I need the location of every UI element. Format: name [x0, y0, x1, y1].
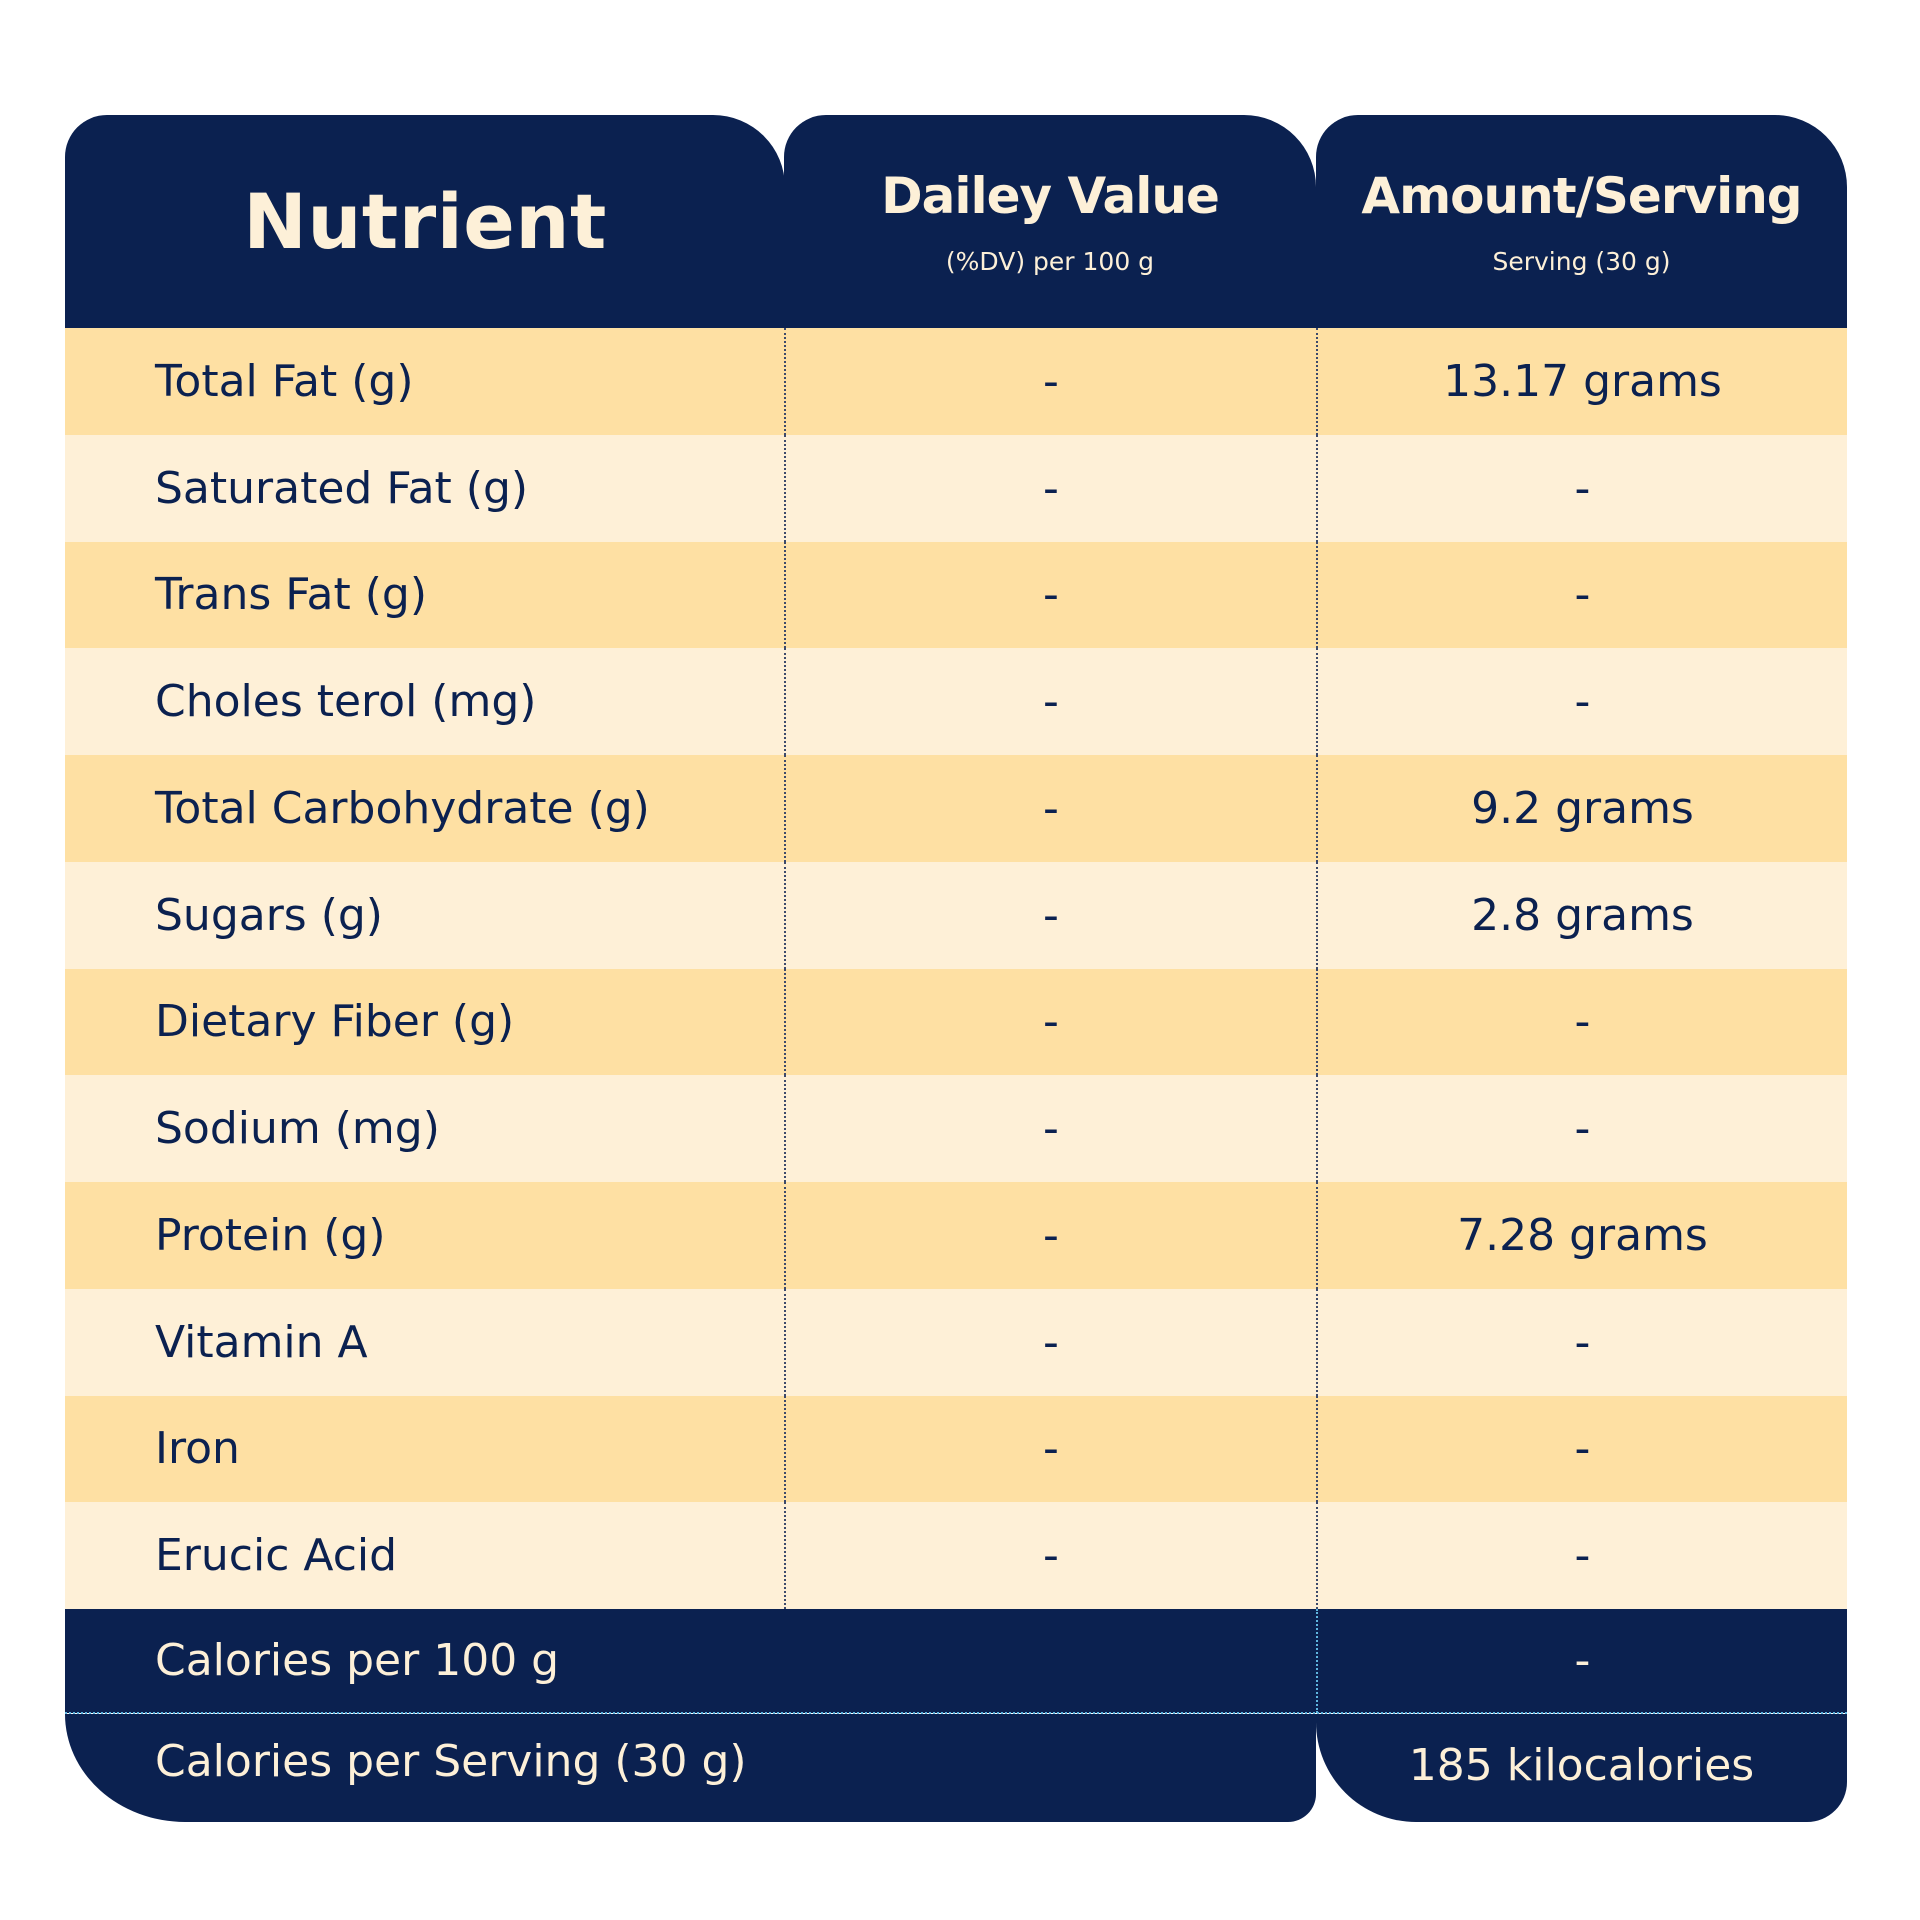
daily-value-cell: -: [784, 1502, 1316, 1609]
amount-cell: -: [1316, 648, 1847, 755]
table-row: Saturated Fat (g) - -: [65, 434, 1847, 542]
daily-value-cell: -: [784, 648, 1316, 755]
table-row: Dietary Fiber (g) - -: [65, 968, 1847, 1076]
nutrient-name: Total Fat (g): [155, 355, 414, 407]
header-nutrient: Nutrient: [65, 115, 785, 329]
table-row: Sugars (g) - 2.8 grams: [65, 861, 1847, 969]
table-row: Sodium (mg) - -: [65, 1075, 1847, 1182]
amount-cell: -: [1316, 1395, 1847, 1503]
calories-per-serving-label-cell: Calories per Serving (30 g): [65, 1714, 1316, 1822]
amount-cell: -: [1316, 1075, 1847, 1182]
nutrient-name: Sugars (g): [155, 889, 383, 941]
amount-cell: -: [1316, 968, 1847, 1076]
header-amount: Amount/Serving Serving (30 g): [1316, 115, 1847, 329]
calories-per-serving-value: 185 kilocalories: [1408, 1740, 1755, 1791]
header-amount-subtitle: Serving (30 g): [1492, 247, 1671, 276]
amount-cell: 7.28 grams: [1316, 1182, 1847, 1289]
calories-per-100g-row: Calories per 100 g -: [65, 1609, 1847, 1713]
table-row: Total Carbohydrate (g) - 9.2 grams: [65, 755, 1847, 862]
calories-per-100g-value: -: [1316, 1609, 1847, 1713]
table-row: Protein (g) - 7.28 grams: [65, 1182, 1847, 1289]
table-row: Vitamin A - -: [65, 1288, 1847, 1396]
nutrient-name: Erucic Acid: [155, 1530, 398, 1582]
amount-cell: -: [1316, 434, 1847, 542]
amount-cell: -: [1316, 541, 1847, 649]
header-nutrient-title: Nutrient: [243, 177, 607, 266]
nutrient-name: Saturated Fat (g): [155, 462, 529, 514]
daily-value-cell: -: [784, 1288, 1316, 1396]
daily-value-cell: -: [784, 434, 1316, 542]
amount-cell: -: [1316, 1288, 1847, 1396]
nutrient-name: Iron: [155, 1423, 240, 1475]
header-daily-value: Dailey Value (%DV) per 100 g: [784, 115, 1316, 329]
nutrient-name: Vitamin A: [155, 1316, 368, 1368]
table-row: Total Fat (g) - 13.17 grams: [65, 328, 1847, 435]
calories-per-100g-label: Calories per 100 g: [155, 1635, 560, 1686]
nutrient-name: Sodium (mg): [155, 1103, 440, 1155]
table-row: Erucic Acid - -: [65, 1502, 1847, 1609]
daily-value-cell: -: [784, 541, 1316, 649]
table-row: Iron - -: [65, 1395, 1847, 1503]
daily-value-cell: -: [784, 1075, 1316, 1182]
amount-cell: -: [1316, 1502, 1847, 1609]
amount-cell: 9.2 grams: [1316, 755, 1847, 862]
nutrient-name: Total Carbohydrate (g): [155, 782, 650, 834]
nutrient-name: Protein (g): [155, 1209, 386, 1261]
daily-value-cell: -: [784, 328, 1316, 435]
amount-cell: 13.17 grams: [1316, 328, 1847, 435]
nutrition-table-body: Total Fat (g) - 13.17 grams Saturated Fa…: [65, 328, 1847, 1609]
daily-value-cell: -: [784, 968, 1316, 1076]
footer-divider: [65, 1712, 1847, 1714]
calories-per-serving-value-cell: 185 kilocalories: [1316, 1714, 1847, 1822]
amount-cell: 2.8 grams: [1316, 861, 1847, 969]
daily-value-cell: -: [784, 1395, 1316, 1503]
nutrient-name: Dietary Fiber (g): [155, 996, 515, 1048]
daily-value-cell: -: [784, 755, 1316, 862]
table-row: Trans Fat (g) - -: [65, 541, 1847, 649]
daily-value-cell: -: [784, 861, 1316, 969]
daily-value-cell: -: [784, 1182, 1316, 1289]
header-daily-value-subtitle: (%DV) per 100 g: [945, 247, 1155, 276]
table-row: Choles terol (mg) - -: [65, 648, 1847, 755]
header-daily-value-title: Dailey Value: [881, 167, 1220, 225]
nutrient-name: Choles terol (mg): [155, 676, 537, 728]
nutrient-name: Trans Fat (g): [155, 569, 427, 621]
calories-per-serving-label: Calories per Serving (30 g): [155, 1736, 747, 1787]
header-amount-title: Amount/Serving: [1361, 167, 1802, 225]
